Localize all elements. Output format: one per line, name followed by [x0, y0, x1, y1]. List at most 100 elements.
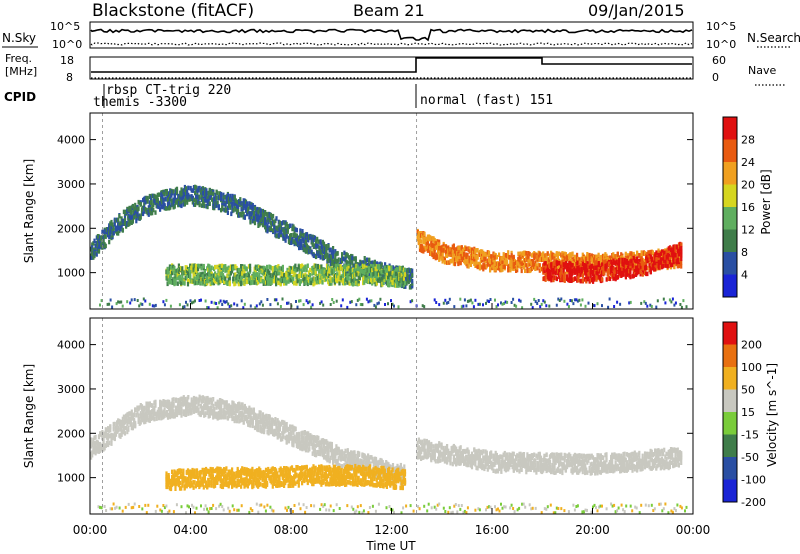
echo-cell — [99, 441, 102, 447]
echo-cell — [438, 239, 441, 245]
echo-cell — [266, 223, 269, 229]
echo-cell — [325, 274, 329, 280]
echo-cell — [183, 188, 186, 193]
echo-cell — [662, 252, 665, 258]
echo-cell — [677, 242, 681, 247]
echo-cell — [616, 300, 619, 304]
echo-cell — [666, 259, 669, 265]
echo-cell — [183, 281, 186, 286]
echo-cell — [168, 276, 171, 282]
echo-cell — [319, 273, 322, 279]
echo-cell — [666, 253, 669, 258]
echo-cell — [615, 275, 618, 280]
echo-cell — [347, 276, 350, 281]
echo-cell — [501, 302, 504, 306]
echo-cell — [561, 259, 564, 265]
echo-cell — [156, 203, 159, 208]
echo-cell — [134, 407, 137, 412]
echo-cell — [332, 301, 335, 304]
echo-cell — [180, 197, 183, 202]
echo-cell — [491, 260, 494, 266]
echo-cell — [333, 267, 336, 272]
echo-cell — [524, 262, 527, 267]
echo-cell — [165, 191, 168, 196]
echo-cell — [321, 280, 324, 285]
echo-cell — [573, 254, 576, 260]
echo-cell — [366, 279, 369, 284]
echo-cell — [133, 215, 136, 220]
echo-cell — [174, 274, 177, 279]
echo-cell — [157, 192, 160, 197]
echo-cell — [131, 413, 134, 418]
echo-cell — [558, 251, 561, 256]
echo-cell — [133, 412, 136, 417]
echo-cell — [209, 190, 212, 196]
echo-cell — [674, 253, 677, 258]
echo-cell — [616, 275, 620, 280]
echo-cell — [275, 275, 278, 280]
echo-cell — [126, 300, 129, 304]
echo-cell — [549, 275, 552, 280]
echo-cell — [117, 231, 120, 236]
echo-cell — [193, 271, 196, 277]
echo-cell — [500, 301, 502, 305]
echo-cell — [235, 199, 239, 205]
echo-cell — [675, 245, 678, 250]
echo-cell — [208, 187, 211, 193]
echo-cell — [592, 271, 595, 276]
freq-line — [91, 57, 692, 73]
echo-cell — [242, 306, 245, 310]
echo-cell — [475, 258, 478, 264]
echo-cell — [125, 418, 128, 424]
echo-cell — [331, 298, 334, 301]
echo-cell — [131, 425, 134, 431]
echo-cell — [489, 262, 492, 268]
echo-cell — [188, 267, 191, 272]
echo-cell — [472, 254, 475, 259]
echo-cell — [315, 254, 318, 260]
echo-cell — [101, 229, 104, 235]
echo-cell — [646, 271, 649, 277]
echo-cell — [246, 201, 249, 206]
echo-cell — [309, 235, 312, 240]
echo-cell — [590, 253, 593, 258]
echo-cell — [266, 298, 269, 301]
echo-cell — [149, 200, 153, 205]
echo-cell — [571, 251, 574, 256]
echo-cell — [608, 297, 611, 301]
echo-cell — [385, 275, 388, 280]
echo-cell — [571, 263, 574, 268]
echo-cell — [322, 267, 325, 272]
echo-cell — [656, 299, 659, 303]
echo-cell — [109, 433, 112, 438]
echo-cell — [237, 209, 240, 215]
echo-cell — [580, 256, 583, 262]
echo-cell — [136, 410, 139, 415]
echo-cell — [306, 263, 309, 268]
echo-cell — [567, 265, 570, 271]
echo-cell — [623, 257, 626, 263]
echo-cell — [589, 269, 592, 275]
echo-cell — [553, 259, 556, 264]
echo-cell — [241, 209, 244, 214]
echo-cell — [226, 273, 229, 279]
echo-cell — [129, 301, 132, 305]
echo-cell — [423, 231, 426, 237]
echo-cell — [629, 274, 632, 280]
echo-cell — [310, 280, 313, 286]
echo-cell — [521, 261, 524, 266]
echo-cell — [275, 225, 278, 231]
echo-cell — [172, 201, 175, 207]
echo-cell — [250, 202, 253, 207]
echo-cell — [531, 306, 534, 310]
echo-cell — [679, 257, 682, 263]
echo-cell — [516, 260, 519, 265]
echo-cell — [597, 257, 600, 263]
echo-cell — [509, 267, 512, 273]
echo-cell — [612, 258, 615, 263]
echo-cell — [640, 301, 643, 305]
echo-cell — [190, 265, 193, 270]
echo-cell — [178, 201, 181, 206]
echo-cell — [224, 300, 227, 304]
echo-cell — [332, 246, 335, 251]
